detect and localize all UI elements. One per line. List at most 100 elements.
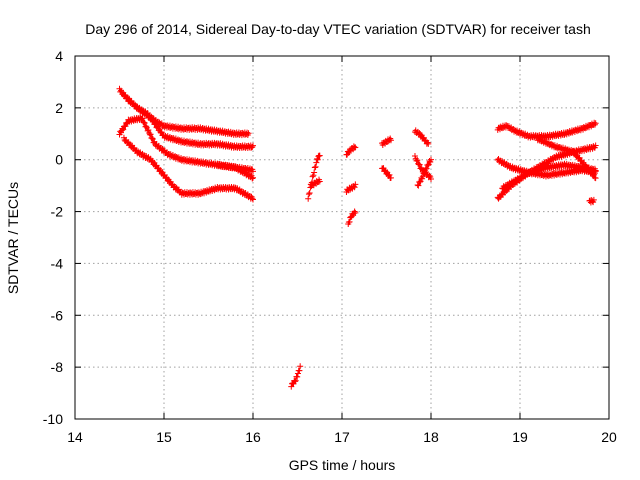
- axis-ticks: [74, 55, 610, 420]
- data-point: [414, 182, 421, 189]
- y-tick-label: 2: [55, 100, 63, 116]
- series-track-21: [534, 135, 599, 182]
- data-point: [592, 175, 599, 182]
- y-tick-label: -2: [51, 204, 64, 220]
- data-point: [150, 117, 157, 124]
- series-track-2: [120, 92, 256, 152]
- x-axis-label: GPS time / hours: [289, 457, 396, 473]
- x-tick-label: 20: [601, 429, 617, 445]
- data-point: [314, 155, 321, 162]
- data-point: [291, 378, 298, 385]
- data-point: [290, 380, 297, 387]
- data-point: [592, 142, 599, 149]
- y-tick-label: -4: [51, 255, 64, 271]
- data-point: [122, 123, 129, 130]
- data-point: [120, 126, 127, 133]
- series-track-9: [343, 143, 359, 158]
- data-point: [250, 168, 256, 175]
- data-point: [415, 182, 422, 189]
- series-track-16: [414, 156, 434, 189]
- data-point: [416, 178, 423, 185]
- data-point: [420, 170, 427, 177]
- chart-title: Day 296 of 2014, Sidereal Day-to-day VTE…: [85, 21, 591, 37]
- data-point: [296, 367, 303, 374]
- data-point: [414, 157, 421, 164]
- data-point: [426, 158, 433, 165]
- data-point: [350, 143, 357, 150]
- y-tick-label: -10: [43, 411, 63, 427]
- data-point: [140, 119, 147, 126]
- data-point: [421, 170, 428, 177]
- data-point: [315, 153, 322, 160]
- series-track-15: [411, 153, 434, 182]
- data-point: [245, 130, 252, 137]
- data-point: [386, 171, 393, 178]
- data-marks: [116, 85, 599, 390]
- data-point: [387, 174, 394, 181]
- data-point: [305, 195, 312, 202]
- data-point: [351, 184, 358, 191]
- data-point: [311, 169, 318, 176]
- series-track-13: [379, 165, 394, 181]
- data-point: [139, 115, 146, 122]
- data-point: [351, 208, 358, 215]
- data-point: [311, 164, 318, 171]
- series-track-17: [494, 119, 599, 141]
- data-point: [306, 189, 313, 196]
- data-point: [426, 172, 433, 179]
- data-point: [428, 175, 434, 182]
- data-point: [248, 193, 255, 200]
- series-track-22: [586, 196, 597, 206]
- data-point: [310, 172, 317, 179]
- data-point: [592, 167, 599, 174]
- data-point: [149, 135, 156, 142]
- data-point: [589, 198, 596, 205]
- data-point: [352, 209, 359, 216]
- x-tick-label: 17: [334, 429, 350, 445]
- data-point: [250, 196, 256, 203]
- data-point: [591, 121, 598, 128]
- series-track-6: [288, 363, 304, 390]
- data-point: [312, 163, 319, 170]
- data-point: [147, 131, 154, 138]
- y-tick-label: 4: [55, 48, 63, 64]
- data-point: [387, 137, 394, 144]
- series-track-11: [345, 208, 359, 227]
- x-tick-labels: 14 15 16 17 18 19 20: [67, 429, 617, 445]
- data-point: [316, 152, 323, 159]
- data-point: [294, 370, 301, 377]
- data-point: [352, 181, 359, 188]
- series-track-14: [411, 127, 432, 147]
- series-track-4: [120, 134, 256, 203]
- data-point: [314, 156, 321, 163]
- data-point: [141, 119, 148, 126]
- data-point: [249, 144, 256, 151]
- data-point: [138, 116, 145, 123]
- data-point: [425, 162, 432, 169]
- data-point: [416, 161, 423, 168]
- data-point: [297, 363, 304, 370]
- x-tick-label: 18: [423, 429, 439, 445]
- data-point: [249, 195, 256, 202]
- data-point: [309, 173, 316, 180]
- series-track-1: [116, 85, 252, 139]
- x-tick-label: 19: [512, 429, 528, 445]
- data-point: [149, 135, 156, 142]
- data-point: [428, 156, 434, 163]
- data-point: [352, 144, 359, 151]
- x-tick-label: 16: [245, 429, 261, 445]
- data-point: [382, 168, 389, 175]
- x-tick-label: 14: [67, 429, 83, 445]
- series-track-5: [214, 160, 256, 182]
- series-track-8: [307, 176, 323, 190]
- data-point: [425, 140, 432, 147]
- data-point: [590, 196, 597, 203]
- y-tick-label: -8: [51, 359, 64, 375]
- series-track-10: [343, 181, 359, 196]
- grid: [75, 56, 609, 419]
- y-axis-label: SDTVAR / TECUs: [5, 182, 21, 294]
- data-point: [592, 120, 599, 127]
- y-tick-label: -6: [51, 307, 64, 323]
- data-point: [294, 373, 301, 380]
